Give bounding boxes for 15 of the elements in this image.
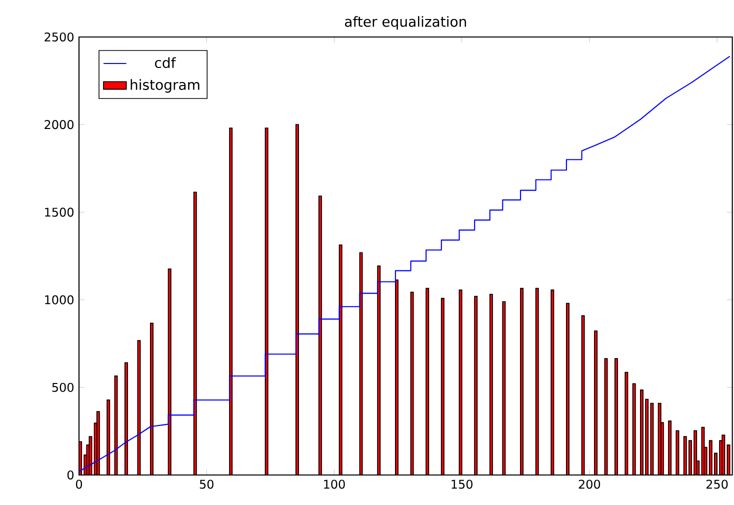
y-tick-label: 2500 xyxy=(44,32,74,42)
y-tick-label: 1000 xyxy=(45,295,74,304)
y-tick-label: 0 xyxy=(67,470,74,480)
y-tick-label: 1500 xyxy=(45,208,74,217)
x-tick-label: 0 xyxy=(76,480,82,489)
y-tick-label: 2000 xyxy=(44,120,74,130)
y-tick-label: 500 xyxy=(52,382,74,392)
x-tick-label: 150 xyxy=(452,480,472,489)
chart-title: after equalization xyxy=(344,16,466,30)
x-tick-label: 50 xyxy=(200,480,214,489)
x-tick-label: 200 xyxy=(578,480,600,489)
x-tick-label: 100 xyxy=(324,480,345,489)
legend-label: cdf xyxy=(155,57,176,68)
x-tick-label: 250 xyxy=(706,480,728,489)
legend-label: histogram xyxy=(130,79,200,93)
